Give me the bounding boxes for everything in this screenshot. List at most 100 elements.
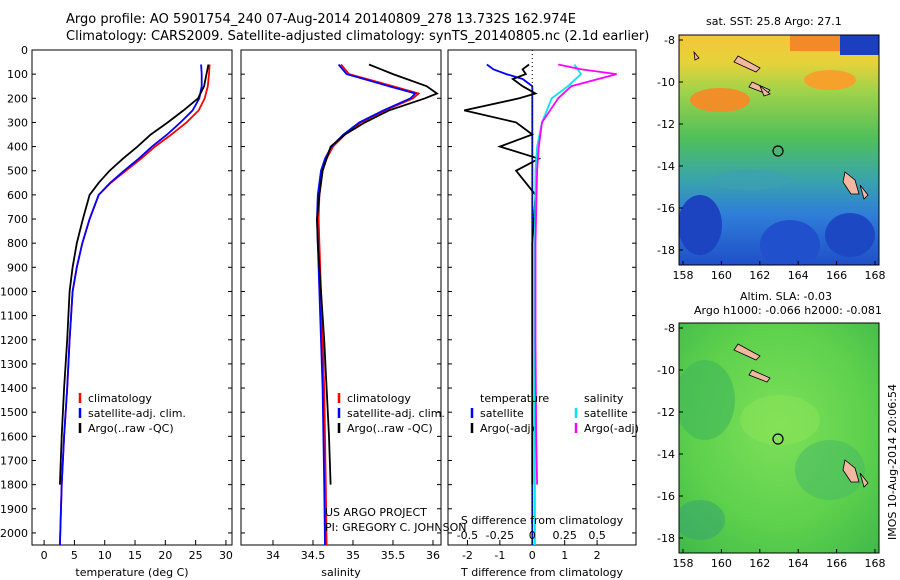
salinity-panel-frame <box>240 49 442 546</box>
series-line-argo--adj- <box>534 63 617 485</box>
pi-annotation: PI: GREGORY C. JOHNSON <box>325 521 466 534</box>
sla-map <box>678 322 880 554</box>
sst-map <box>678 34 880 266</box>
difference-panel-frame <box>447 49 637 546</box>
sla-argo-location-marker <box>772 433 784 445</box>
salinity-diff-legend-label: Argo(-adj) <box>584 422 639 435</box>
sla-lat-label: -10 <box>657 364 675 377</box>
y-tick-label: 1900 <box>0 503 28 516</box>
figure-title-line-2: Climatology: CARS2009. Satellite-adjuste… <box>66 29 650 44</box>
y-tick-label: 1800 <box>0 479 28 492</box>
y-tick-label: 100 <box>7 68 28 81</box>
sst-lon-label: 158 <box>673 269 694 282</box>
sla-map-title-1: Altim. SLA: -0.03 <box>740 290 833 303</box>
sla-lon-label: 160 <box>711 557 732 570</box>
sst-map-title: sat. SST: 25.8 Argo: 27.1 <box>706 15 842 28</box>
x-tick-label: 34.5 <box>301 549 326 562</box>
sst-argo-location-marker <box>772 145 784 157</box>
sla-lon-label: 158 <box>673 557 694 570</box>
salinity-diff-legend-label: satellite <box>584 407 628 420</box>
sla-lat-label: -18 <box>657 532 675 545</box>
x-tick-label: 2 <box>594 549 601 562</box>
sst-lat-label: -14 <box>657 160 675 173</box>
salinity-legend-label: satellite-adj. clim. <box>347 407 445 420</box>
y-tick-label: 900 <box>7 261 28 274</box>
figure-title-line-1: Argo profile: AO 5901754_240 07-Aug-2014… <box>66 12 576 27</box>
y-tick-label: 800 <box>7 237 28 250</box>
x-axis-label: T difference from climatology <box>460 566 623 579</box>
temperature-legend-label: satellite-adj. clim. <box>88 407 186 420</box>
y-tick-label: 1000 <box>0 285 28 298</box>
y-tick-label: 0 <box>21 44 28 57</box>
y-tick-label: 1700 <box>0 454 28 467</box>
series-line-satellite-adj--clim- <box>59 64 203 546</box>
sla-lon-label: 166 <box>826 557 847 570</box>
y-tick-label: 1300 <box>0 358 28 371</box>
x-tick-label: 30 <box>219 549 233 562</box>
x-tick-label: 35.5 <box>381 549 406 562</box>
sla-land-islands <box>733 343 869 488</box>
salinity-diff-tick-label: 0 <box>529 529 536 542</box>
sst-lon-label: 168 <box>865 269 886 282</box>
y-tick-label: 1100 <box>0 310 28 323</box>
series-line-argo---raw--qc- <box>316 63 439 485</box>
y-tick-label: 1500 <box>0 406 28 419</box>
sla-lat-label: -16 <box>657 490 675 503</box>
temperature-diff-legend-label: satellite <box>480 407 524 420</box>
salinity-legend-label: climatology <box>347 392 411 405</box>
sla-lon-label: 162 <box>749 557 770 570</box>
x-tick-label: 0 <box>529 549 536 562</box>
sst-lon-label: 160 <box>711 269 732 282</box>
x-axis-label: temperature (deg C) <box>75 566 188 579</box>
sst-lon-label: 162 <box>749 269 770 282</box>
temperature-diff-legend-label: Argo(-adj) <box>480 422 535 435</box>
sla-lon-label: 164 <box>788 557 809 570</box>
sla-lon-label: 168 <box>865 557 886 570</box>
salinity-diff-tick-label: 0.25 <box>552 529 577 542</box>
y-tick-label: 500 <box>7 165 28 178</box>
sst-lon-label: 166 <box>826 269 847 282</box>
x-tick-label: 25 <box>189 549 203 562</box>
y-tick-label: 200 <box>7 92 28 105</box>
x-tick-label: 35 <box>346 549 360 562</box>
sst-lon-label: 164 <box>788 269 809 282</box>
y-tick-label: 300 <box>7 116 28 129</box>
project-annotation: US ARGO PROJECT <box>325 506 427 519</box>
x-tick-label: -2 <box>462 549 473 562</box>
y-tick-label: 1400 <box>0 382 28 395</box>
salinity-diff-tick-label: -0.5 <box>457 529 478 542</box>
salinity-legend-label: Argo(..raw -QC) <box>347 422 433 435</box>
sla-map-title-2: Argo h1000: -0.066 h2000: -0.081 <box>694 304 882 317</box>
y-tick-label: 400 <box>7 141 28 154</box>
sst-lat-label: -16 <box>657 202 675 215</box>
x-tick-label: 1 <box>561 549 568 562</box>
x-tick-label: 0 <box>41 549 48 562</box>
temperature-legend-label: climatology <box>88 392 152 405</box>
salinity-diff-legend-title: salinity <box>584 392 624 405</box>
sst-land-islands <box>693 50 869 200</box>
x-axis-label: salinity <box>321 566 361 579</box>
x-tick-label: 36 <box>426 549 440 562</box>
salinity-diff-tick-label: 0.5 <box>588 529 606 542</box>
y-tick-label: 1600 <box>0 430 28 443</box>
sst-lat-label: -12 <box>657 118 675 131</box>
top-axis-label: S difference from climatology <box>461 514 624 527</box>
y-tick-label: 1200 <box>0 334 28 347</box>
sla-lat-label: -8 <box>664 322 675 335</box>
x-tick-label: 5 <box>71 549 78 562</box>
sst-lat-label: -8 <box>664 34 675 47</box>
series-line-argo---raw--qc- <box>59 64 210 485</box>
sst-lat-label: -18 <box>657 244 675 257</box>
salinity-diff-tick-label: -0.25 <box>486 529 514 542</box>
x-tick-label: 15 <box>128 549 142 562</box>
sla-lat-label: -12 <box>657 406 675 419</box>
sst-lat-label: -10 <box>657 76 675 89</box>
x-tick-label: 10 <box>98 549 112 562</box>
temperature-legend-label: Argo(..raw -QC) <box>88 422 174 435</box>
y-tick-label: 2000 <box>0 527 28 540</box>
temperature-diff-legend-title: temperature <box>480 392 549 405</box>
series-line-satellite-adj--clim- <box>316 63 418 546</box>
sla-lat-label: -14 <box>657 448 675 461</box>
y-tick-label: 600 <box>7 189 28 202</box>
